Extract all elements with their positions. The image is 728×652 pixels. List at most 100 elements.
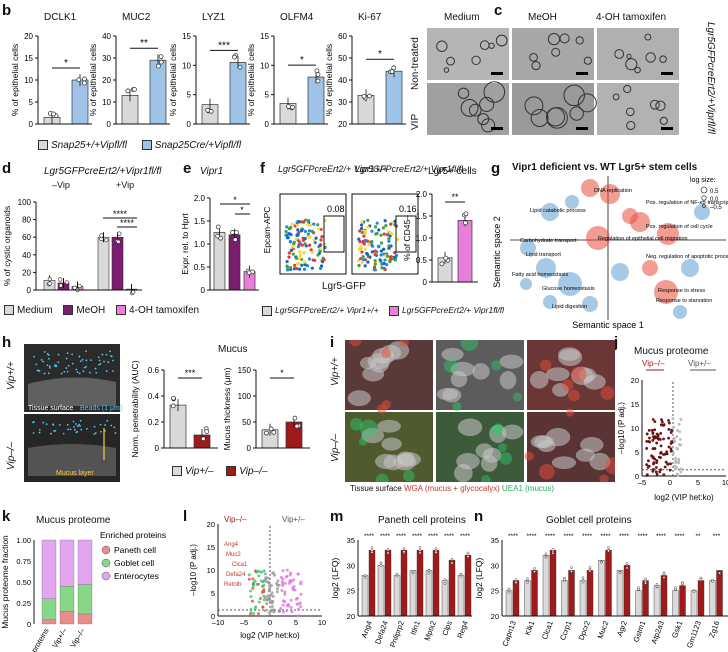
g-term-label: Pos. regulation of cell cycle: [646, 224, 713, 230]
d-legend-2: MeOH: [76, 305, 106, 316]
d-group-1: –Vip: [52, 180, 70, 190]
panel-letter-n: n: [474, 508, 484, 525]
m-category-label: Pnliprp2: [388, 620, 406, 649]
f-flow-event: [316, 223, 320, 227]
n-point: [699, 578, 703, 582]
n-bar: [505, 590, 513, 617]
l-point: [270, 609, 274, 613]
k-legend-label: Paneth cell: [114, 545, 156, 555]
m-sig-label: ****: [460, 533, 471, 540]
b-point: [158, 59, 164, 65]
f-flow-event: [311, 258, 315, 262]
n-point: [544, 552, 548, 556]
m-bar: [368, 549, 376, 617]
l-point: [251, 577, 255, 581]
m-category-label: Defa24: [373, 620, 390, 646]
n-point: [581, 580, 585, 584]
d-point: [72, 285, 77, 290]
k-tick-label: 0.75: [16, 557, 31, 566]
n-bar: [672, 590, 679, 617]
f-flow-event: [375, 221, 379, 225]
f-flow-event: [379, 241, 384, 245]
organoid: [481, 118, 496, 133]
h-bead: [65, 357, 68, 360]
l-point: [271, 594, 275, 598]
j-point: [659, 468, 663, 471]
l-point: [268, 600, 272, 604]
f-flow-event: [312, 222, 316, 226]
j-point: [674, 459, 677, 463]
l-point: [262, 589, 266, 593]
m-bar: [409, 570, 417, 617]
l-point: [262, 583, 266, 587]
i-red-signal: [600, 386, 615, 400]
h1-tick-label: 0.6: [148, 366, 160, 375]
l-point: [291, 586, 295, 590]
n-bar: [653, 585, 661, 617]
i-red-signal: [562, 379, 574, 391]
i-green-signal: [499, 452, 513, 465]
organoid-image-medium-nt: [427, 28, 509, 80]
m-bar: [416, 549, 424, 617]
j-ylabel: –log10 (P adj.): [617, 402, 626, 454]
n-point: [662, 576, 666, 579]
h-bead: [114, 432, 117, 434]
d-point: [58, 283, 63, 288]
j-point: [651, 432, 655, 435]
g-term-label: Pos. regulation of NF-κB transcription a…: [646, 200, 728, 206]
i-cell-nucleus: [499, 371, 517, 390]
n-bar: [561, 580, 568, 617]
j-point: [651, 418, 655, 421]
i-red-signal: [604, 457, 615, 475]
f-flow-event: [298, 253, 302, 258]
i-cell-nucleus: [545, 367, 570, 382]
f-flow-event: [374, 232, 378, 236]
m-bar: [384, 549, 392, 617]
n-point: [588, 566, 592, 569]
f-flow-event: [386, 254, 390, 258]
h-bead: [85, 350, 87, 353]
h-img-label-1: Vip+/+: [6, 361, 17, 390]
l-point: [288, 579, 292, 583]
h-bead: [99, 363, 102, 365]
organoid: [443, 67, 450, 73]
f-flow-event: [305, 264, 310, 268]
f-flow-event: [373, 258, 377, 263]
g-bubble: [558, 272, 582, 296]
g-size-legend-circle: [702, 204, 706, 208]
j-point: [678, 430, 682, 434]
n-point: [718, 571, 721, 575]
l-xtick-label: 5: [294, 618, 298, 627]
j-point: [678, 438, 682, 441]
h-bead: [32, 432, 35, 434]
j-point: [672, 438, 676, 442]
b-bar: [307, 76, 325, 125]
f-flow-event: [392, 255, 397, 259]
b-bar: [229, 62, 247, 125]
f-flow-event: [288, 240, 292, 244]
j-point: [667, 445, 671, 449]
l-point: [295, 602, 299, 606]
m-point: [395, 572, 399, 576]
f-flow-event: [382, 247, 386, 251]
f-flow-event: [310, 229, 314, 233]
h-bead: [38, 370, 41, 372]
organoid: [530, 109, 549, 127]
h2-tick-label: 150: [238, 366, 252, 375]
organoid: [614, 49, 625, 59]
g-size-legend-circle: [700, 186, 708, 194]
h-bead: [98, 363, 100, 366]
e-sig-label: *: [233, 195, 237, 205]
h-bead: [74, 428, 76, 431]
i-red-signal: [539, 463, 555, 480]
organoid: [460, 99, 479, 117]
k-ylabel: Mucus proteome fraction: [0, 535, 10, 629]
k-stack-segment: [77, 539, 93, 585]
h-bead: [79, 419, 82, 422]
l-volcano: –10 –5 0 5 10 0 5 10 15 20 Vip–/– Vip+/– Ang4 Muc2 Clc…: [189, 515, 326, 640]
n-point: [655, 585, 659, 588]
f-flow-event: [297, 230, 301, 235]
f-flow-event: [285, 264, 289, 268]
f-flow-event: [320, 235, 324, 239]
j-point: [675, 472, 679, 476]
